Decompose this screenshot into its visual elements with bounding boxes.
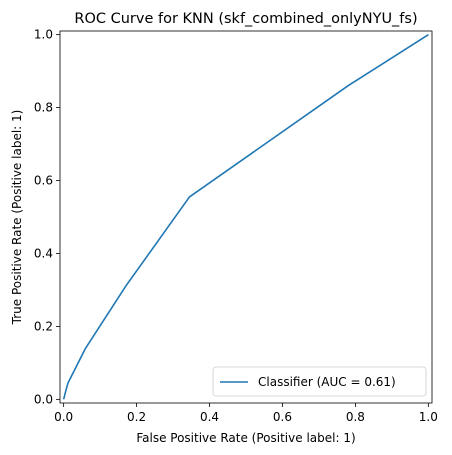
x-tick-label: 1.0: [419, 410, 438, 424]
y-tick-label: 0.2: [34, 319, 53, 333]
y-axis-ticks: 0.0 0.2 0.4 0.6 0.8 1.0: [34, 28, 60, 406]
y-tick-label: 0.4: [34, 246, 53, 260]
x-tick-label: 0.6: [273, 410, 292, 424]
y-tick-label: 0.0: [34, 392, 53, 406]
legend-box: [212, 366, 427, 397]
x-axis-label: False Positive Rate (Positive label: 1): [136, 431, 355, 445]
y-axis-label: True Positive Rate (Positive label: 1): [10, 110, 24, 326]
chart-title: ROC Curve for KNN (skf_combined_onlyNYU_…: [74, 11, 417, 27]
y-tick-label: 1.0: [34, 28, 53, 42]
x-tick-label: 0.0: [54, 410, 73, 424]
x-tick-label: 0.4: [200, 410, 219, 424]
y-tick-label: 0.6: [34, 174, 53, 188]
x-axis-ticks: 0.0 0.2 0.4 0.6 0.8 1.0: [54, 403, 438, 424]
series-layer: [62, 33, 429, 400]
plot-area: [59, 30, 433, 404]
x-tick-label: 0.8: [346, 410, 365, 424]
roc-curve-line: [62, 33, 429, 400]
legend-label: Classifier (AUC = 0.61): [258, 375, 396, 389]
y-tick-label: 0.8: [34, 101, 53, 115]
x-tick-label: 0.2: [127, 410, 146, 424]
plot-frame: [59, 30, 433, 404]
legend: Classifier (AUC = 0.61): [212, 366, 427, 397]
